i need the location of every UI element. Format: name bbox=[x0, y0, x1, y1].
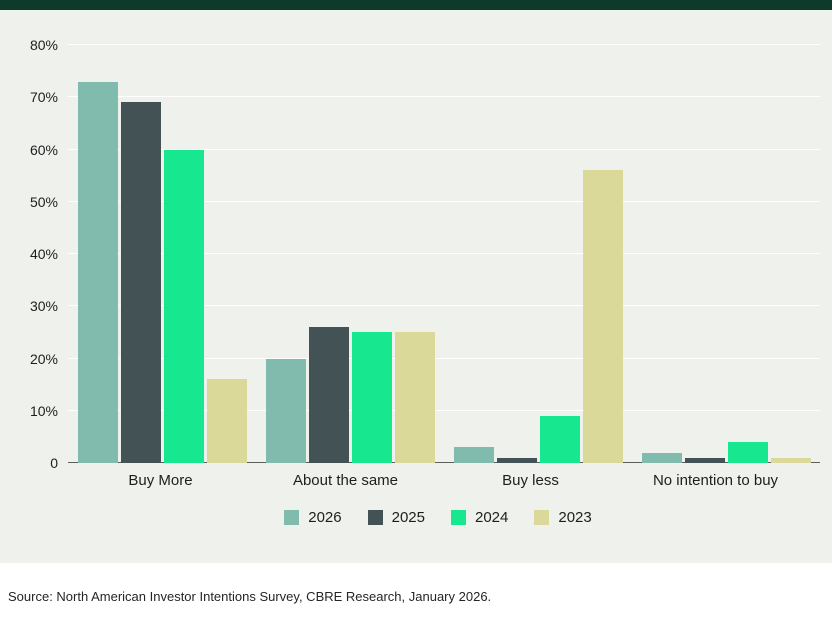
bar-group-buy-more bbox=[74, 45, 250, 463]
gridline bbox=[68, 96, 820, 98]
legend-label-2026: 2026 bbox=[308, 509, 342, 526]
legend-item-2026: 2026 bbox=[284, 509, 342, 526]
header-accent-bar bbox=[0, 0, 832, 10]
source-note: Source: North American Investor Intentio… bbox=[8, 589, 492, 604]
x-axis-label-buy-less: Buy less bbox=[502, 472, 559, 489]
gridline bbox=[68, 44, 820, 45]
x-axis-label-buy-more: Buy More bbox=[128, 472, 193, 489]
x-axis-line bbox=[68, 462, 820, 463]
gridline bbox=[68, 357, 820, 359]
bar-2023-buy-more bbox=[206, 379, 247, 463]
bar-groups bbox=[68, 45, 820, 463]
y-axis-tick-label: 60% bbox=[29, 141, 58, 158]
legend-label-2025: 2025 bbox=[391, 509, 425, 526]
y-axis-tick-label: 80% bbox=[29, 37, 58, 53]
bar-group-buy-less bbox=[450, 45, 626, 463]
bar-2024-buy-more bbox=[163, 149, 204, 463]
bar-2023-about-the-same bbox=[394, 332, 435, 463]
legend-item-2025: 2025 bbox=[367, 509, 425, 526]
bar-2025-buy-more bbox=[120, 102, 161, 463]
gridline bbox=[68, 253, 820, 254]
gridline bbox=[68, 409, 820, 411]
bar-2026-about-the-same bbox=[265, 358, 306, 463]
plot-area: 80% 70% 60% 50% 40% 30% 20% 10% 0 bbox=[30, 37, 820, 471]
y-axis-tick-label: 70% bbox=[29, 89, 58, 106]
bar-2026-buy-less bbox=[453, 447, 494, 463]
bar-2024-about-the-same bbox=[351, 332, 392, 463]
gridline bbox=[68, 148, 820, 150]
y-axis-tick-label: 20% bbox=[29, 350, 58, 367]
bar-group-about-the-same bbox=[262, 45, 438, 463]
gridline bbox=[68, 200, 820, 202]
x-axis-label-no-intention-to-buy: No intention to buy bbox=[652, 472, 779, 489]
y-axis-tick-label: 10% bbox=[29, 402, 58, 419]
bar-2024-buy-less bbox=[539, 415, 580, 463]
x-axis-labels: Buy More About the same Buy less No intenti… bbox=[68, 463, 808, 489]
y-axis-tick-label: 40% bbox=[29, 246, 58, 262]
legend-label-2023: 2023 bbox=[558, 509, 592, 526]
legend-swatch-2023 bbox=[534, 510, 550, 525]
bar-2025-buy-less bbox=[496, 457, 537, 463]
legend-swatch-2026 bbox=[284, 510, 300, 525]
y-axis-tick-label: 50% bbox=[29, 193, 58, 210]
legend-label-2024: 2024 bbox=[475, 509, 509, 526]
bar-2023-no-intention-to-buy bbox=[770, 457, 811, 463]
bar-2026-no-intention-to-buy bbox=[641, 452, 682, 463]
bar-2026-buy-more bbox=[77, 81, 118, 463]
bar-2025-no-intention-to-buy bbox=[684, 457, 725, 463]
chart-panel: 80% 70% 60% 50% 40% 30% 20% 10% 0 Buy More About … bbox=[0, 10, 832, 563]
y-axis-tick-label: 0 bbox=[50, 455, 58, 471]
y-axis-tick-label: 30% bbox=[29, 298, 58, 315]
legend: 2026 2025 2024 2023 bbox=[68, 509, 808, 526]
x-axis-label-about-the-same: About the same bbox=[292, 472, 399, 489]
legend-item-2023: 2023 bbox=[534, 509, 592, 526]
bar-group-no-intention-to-buy bbox=[638, 45, 814, 463]
bar-2023-buy-less bbox=[582, 170, 623, 463]
legend-swatch-2024 bbox=[451, 510, 466, 525]
gridline bbox=[68, 305, 820, 307]
bar-2024-no-intention-to-buy bbox=[727, 442, 768, 463]
legend-swatch-2025 bbox=[367, 510, 383, 525]
bar-2025-about-the-same bbox=[308, 327, 349, 463]
legend-item-2024: 2024 bbox=[451, 509, 508, 526]
